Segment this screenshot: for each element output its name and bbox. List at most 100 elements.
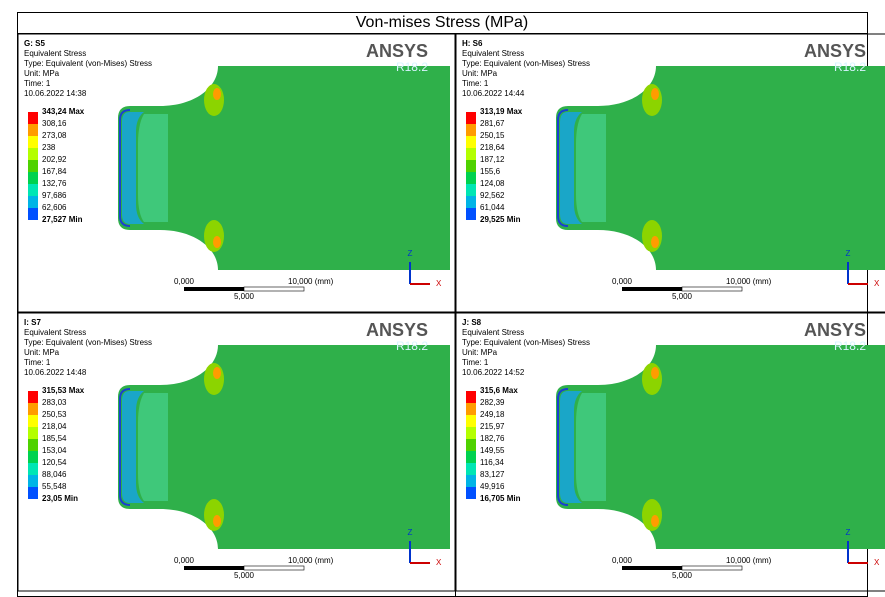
legend-swatch <box>28 451 38 463</box>
brand: ANSYS <box>366 320 428 340</box>
panel-info: Unit: MPa <box>24 348 60 357</box>
legend-label: 55,548 <box>42 482 67 491</box>
stress-spot <box>642 84 662 116</box>
legend-label: 27,527 Min <box>42 215 83 224</box>
version: R18.2 <box>396 339 428 353</box>
axis-x-label: X <box>874 558 880 567</box>
scale-end: 10,000 (mm) <box>288 277 334 286</box>
scale-bar <box>244 566 304 570</box>
axis-z-label: Z <box>846 249 851 258</box>
legend-swatch <box>466 415 476 427</box>
stress-spot <box>651 367 659 379</box>
scale-mid: 5,000 <box>672 571 693 580</box>
scale-start: 0,000 <box>174 556 195 565</box>
panel-info: Time: 1 <box>24 358 51 367</box>
legend-label: 92,562 <box>480 191 505 200</box>
legend-label: 218,04 <box>42 422 67 431</box>
legend-swatch <box>28 148 38 160</box>
legend-label: 23,05 Min <box>42 494 78 503</box>
legend-label: 120,54 <box>42 458 67 467</box>
panel-info: Time: 1 <box>24 79 51 88</box>
scale-end: 10,000 (mm) <box>288 556 334 565</box>
stress-spot <box>651 236 659 248</box>
legend-swatch <box>28 208 38 220</box>
ansys-panel: J: S8Equivalent StressType: Equivalent (… <box>456 313 885 591</box>
stress-spot <box>651 88 659 100</box>
legend-swatch <box>466 112 476 124</box>
legend-label: 250,53 <box>42 410 67 419</box>
panel-info: Type: Equivalent (von-Mises) Stress <box>462 338 590 347</box>
axis-z-label: Z <box>408 528 413 537</box>
stress-spot <box>642 220 662 252</box>
legend-swatch <box>466 463 476 475</box>
legend-label: 238 <box>42 143 56 152</box>
version: R18.2 <box>834 339 866 353</box>
stress-spot <box>642 499 662 531</box>
stress-band <box>576 393 606 501</box>
legend-swatch <box>466 475 476 487</box>
legend-swatch <box>28 391 38 403</box>
panel-info: 10.06.2022 14:48 <box>24 368 87 377</box>
legend-swatch <box>28 403 38 415</box>
legend-label: 29,525 Min <box>480 215 521 224</box>
panel-info: Equivalent Stress <box>462 49 524 58</box>
page: Von-mises Stress (MPa) G: S5Equivalent S… <box>0 0 885 597</box>
panel-info: Unit: MPa <box>24 69 60 78</box>
scale-bar <box>244 287 304 291</box>
legend-swatch <box>466 403 476 415</box>
stress-spot <box>213 236 221 248</box>
brand: ANSYS <box>804 41 866 61</box>
legend-label: 218,64 <box>480 143 505 152</box>
axis-x-label: X <box>436 558 442 567</box>
panel-info: Type: Equivalent (von-Mises) Stress <box>462 59 590 68</box>
legend-swatch <box>28 136 38 148</box>
legend-label: 202,92 <box>42 155 67 164</box>
axis-x-label: X <box>874 279 880 288</box>
legend-swatch <box>466 427 476 439</box>
version: R18.2 <box>396 60 428 74</box>
legend-label: 116,34 <box>480 458 504 467</box>
legend-label: 313,19 Max <box>480 107 523 116</box>
legend-swatch <box>28 475 38 487</box>
stress-spot <box>651 515 659 527</box>
legend-swatch <box>28 112 38 124</box>
legend-swatch <box>28 439 38 451</box>
legend-swatch <box>466 439 476 451</box>
legend-swatch <box>28 172 38 184</box>
legend-label: 49,916 <box>480 482 505 491</box>
stress-spot <box>204 220 224 252</box>
stress-spot <box>213 88 221 100</box>
panel-info: Unit: MPa <box>462 69 498 78</box>
panel-info: Type: Equivalent (von-Mises) Stress <box>24 338 152 347</box>
legend-swatch <box>466 487 476 499</box>
stress-band <box>138 114 168 222</box>
legend-label: 308,16 <box>42 119 67 128</box>
header: Von-mises Stress (MPa) <box>356 14 528 31</box>
legend-swatch <box>466 172 476 184</box>
panel-info: Type: Equivalent (von-Mises) Stress <box>24 59 152 68</box>
scale-end: 10,000 (mm) <box>726 556 772 565</box>
panel-info: 10.06.2022 14:44 <box>462 89 525 98</box>
scale-bar <box>682 287 742 291</box>
legend-label: 315,53 Max <box>42 386 85 395</box>
legend-swatch <box>28 463 38 475</box>
legend-label: 83,127 <box>480 470 505 479</box>
legend-swatch <box>466 208 476 220</box>
document: Von-mises Stress (MPa) G: S5Equivalent S… <box>0 0 885 597</box>
stress-spot <box>204 499 224 531</box>
legend-label: 343,24 Max <box>42 107 85 116</box>
scale-bar <box>184 566 244 570</box>
legend-label: 124,08 <box>480 179 505 188</box>
legend-swatch <box>28 415 38 427</box>
legend-label: 155,6 <box>480 167 501 176</box>
legend-label: 149,55 <box>480 446 505 455</box>
scale-mid: 5,000 <box>234 292 255 301</box>
panel-title: J: S8 <box>462 318 482 327</box>
legend-swatch <box>466 124 476 136</box>
panel-info: Unit: MPa <box>462 348 498 357</box>
stress-spot <box>213 367 221 379</box>
panel-info: Time: 1 <box>462 79 489 88</box>
axis-x-label: X <box>436 279 442 288</box>
legend-label: 61,044 <box>480 203 505 212</box>
legend-label: 62,606 <box>42 203 67 212</box>
